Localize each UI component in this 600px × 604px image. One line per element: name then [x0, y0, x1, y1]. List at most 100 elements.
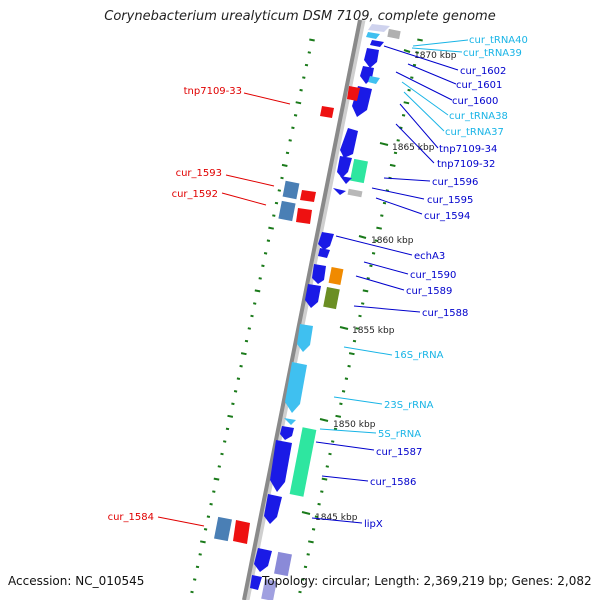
gene-feature[interactable] — [300, 190, 316, 202]
gene-cur-1589[interactable] — [305, 284, 321, 308]
ring-tick — [236, 377, 241, 380]
gene-cur-1594[interactable] — [347, 188, 363, 198]
gene-cur-1584[interactable] — [214, 516, 232, 542]
rrna-5s[interactable] — [284, 418, 296, 425]
gene-label: cur_1594 — [424, 211, 470, 222]
ring-tick — [254, 289, 261, 293]
ring-tick — [291, 126, 295, 130]
gene-label: 5S_rRNA — [378, 429, 421, 440]
gene-label: lipX — [364, 519, 383, 530]
ring-tick — [268, 226, 274, 230]
ring-tick — [321, 477, 328, 481]
ring-tick — [352, 339, 357, 343]
ring-tick — [415, 51, 419, 54]
gene-feature-green[interactable] — [350, 158, 368, 184]
ring-tick — [362, 289, 369, 293]
gene-feature[interactable] — [233, 520, 250, 544]
gene-feature[interactable] — [250, 575, 262, 590]
gene-tnp7109-33[interactable] — [320, 106, 334, 118]
gene-cur-1586[interactable] — [270, 440, 292, 492]
gene-echA3[interactable] — [318, 232, 334, 250]
ring-tick — [212, 490, 216, 493]
ring-tick — [358, 314, 362, 318]
gene-feature-orange[interactable] — [328, 267, 344, 285]
ring-tick — [348, 352, 355, 356]
gene-feature-green[interactable] — [289, 427, 317, 497]
scale-label: 1855 kbp — [352, 326, 395, 336]
map-title: Corynebacterium urealyticum DSM 7109, co… — [104, 9, 496, 24]
ring-tick — [281, 163, 288, 167]
ring-tick — [331, 440, 335, 443]
ring-tick — [307, 51, 311, 54]
ring-tick — [250, 314, 254, 318]
ring-tick — [233, 390, 238, 393]
ring-tick — [253, 302, 257, 305]
ring-tick — [274, 201, 279, 205]
scale-tick — [379, 142, 389, 146]
trna-feature[interactable] — [368, 76, 380, 84]
accession-text: Accession: NC_010545 — [8, 574, 145, 588]
ring-tick — [361, 302, 365, 305]
outer-dotted-ring — [190, 38, 315, 594]
ring-tick — [225, 427, 230, 431]
ring-tick — [209, 502, 213, 506]
gene-feature[interactable] — [261, 579, 277, 601]
ring-tick — [347, 364, 351, 368]
gene-label: cur_tRNA38 — [449, 111, 508, 122]
gene-label: cur_1590 — [410, 270, 456, 281]
ring-tick — [380, 214, 384, 217]
ring-tick — [389, 163, 396, 167]
ring-tick — [288, 139, 292, 142]
ring-tick — [258, 277, 262, 280]
ring-tick — [213, 477, 220, 481]
gene-tnp7109-34[interactable] — [340, 128, 358, 158]
ring-tick — [285, 151, 290, 155]
gene-label: 16S_rRNA — [394, 350, 444, 361]
gene-feature[interactable] — [347, 86, 360, 101]
backbone-line — [242, 19, 362, 601]
topology-text: Topology: circular; Length: 2,369,219 bp… — [262, 574, 592, 588]
ring-tick — [317, 502, 321, 506]
gene-cur-1592[interactable] — [278, 200, 296, 222]
gene-label: cur_1595 — [427, 195, 473, 206]
gene-feature[interactable] — [387, 28, 401, 40]
gene-cur-1588[interactable] — [323, 287, 340, 310]
gene-feature[interactable] — [254, 548, 272, 572]
ring-tick — [374, 239, 379, 242]
trna-feature[interactable] — [366, 32, 380, 39]
ring-tick — [335, 414, 342, 418]
ring-tick — [339, 402, 343, 406]
rrna-16s[interactable] — [297, 324, 313, 352]
trna-feature[interactable] — [370, 40, 384, 47]
gene-cur-1595[interactable] — [333, 188, 346, 195]
gene-cur-1590[interactable] — [312, 264, 326, 284]
ring-tick — [304, 63, 309, 67]
gene-feature[interactable] — [318, 248, 330, 258]
ring-tick — [311, 528, 316, 531]
gene-cur-1593[interactable] — [282, 180, 300, 200]
gene-tnp7109-32[interactable] — [337, 156, 352, 178]
gene-label: cur_tRNA39 — [463, 48, 522, 59]
ring-tick — [333, 427, 338, 431]
gene-label: tnp7109-32 — [437, 159, 495, 170]
ring-tick — [299, 88, 303, 92]
ring-tick — [382, 201, 387, 205]
gene-label: cur_1588 — [422, 308, 468, 319]
gene-label: cur_1593 — [176, 168, 222, 179]
ring-tick — [190, 590, 194, 594]
gene-feature[interactable] — [274, 551, 292, 577]
ring-tick — [376, 226, 382, 230]
ring-tick — [325, 465, 329, 468]
rrna-23s[interactable] — [285, 362, 307, 413]
gene-feature[interactable] — [296, 208, 312, 224]
ring-tick — [320, 490, 324, 493]
gene-cur-1602[interactable] — [364, 48, 379, 68]
gene-feature[interactable] — [368, 24, 390, 32]
gene-lipX[interactable] — [264, 494, 282, 524]
scale-label: 1850 kbp — [333, 420, 376, 430]
gene-cur-1587[interactable] — [280, 426, 294, 440]
ring-tick — [203, 528, 208, 531]
gene-cur-1596[interactable] — [340, 176, 352, 184]
ring-tick — [410, 76, 414, 79]
